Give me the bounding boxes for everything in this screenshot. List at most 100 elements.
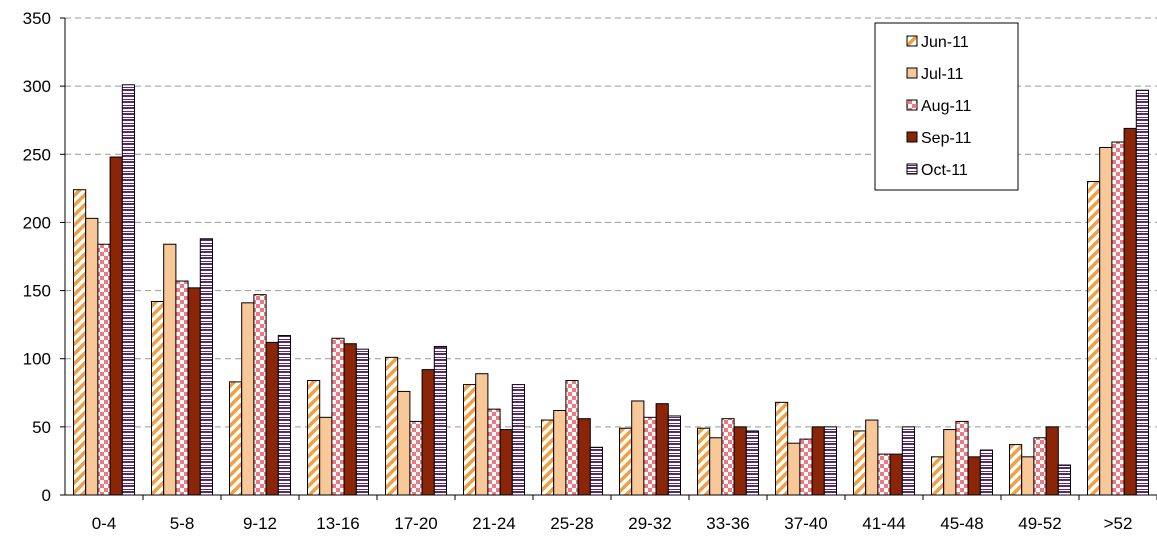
bar-oct-11 [823,426,837,496]
bar-sep-11 [421,369,435,496]
bar-jun-11 [307,380,321,496]
bar-sep-11 [1045,426,1059,496]
bar-oct-11 [511,384,525,496]
bar-jun-11 [385,356,399,496]
bar-sep-11 [967,456,981,496]
bars [73,84,1150,496]
legend-box [874,22,1019,191]
x-tick-label: 49-52 [1018,514,1061,533]
bar-jun-11 [619,427,633,496]
bar-sep-11 [265,341,279,496]
bar-jun-11 [73,189,87,496]
bar-oct-11 [277,335,291,496]
x-tick-label: 29-32 [628,514,671,533]
bar-jul-11 [85,217,99,496]
x-tick-label: 0-4 [92,514,117,533]
legend-swatch [906,131,918,143]
bar-jun-11 [697,427,711,496]
bar-oct-11 [121,84,136,496]
bar-jul-11 [397,390,411,496]
bar-aug-11 [409,420,423,496]
bar-oct-11 [979,449,993,496]
bar-aug-11 [1111,141,1125,496]
bar-jul-11 [319,416,333,496]
bar-aug-11 [799,438,813,496]
x-tick-label: 41-44 [862,514,905,533]
bar-aug-11 [331,337,345,496]
bar-oct-11 [1135,89,1150,496]
bar-jul-11 [787,442,801,496]
bar-jun-11 [853,430,867,496]
bar-sep-11 [499,429,513,496]
bar-jul-11 [1099,146,1113,496]
legend-label: Oct-11 [921,162,968,179]
bar-jun-11 [229,381,243,496]
x-tick-label: 5-8 [170,514,195,533]
bar-aug-11 [565,380,579,496]
bar-aug-11 [721,418,735,496]
y-tick-label: 100 [23,350,51,369]
legend-label: Jun-11 [921,34,969,51]
x-tick-label: 9-12 [243,514,277,533]
legend-swatch [906,163,918,175]
legend-label: Sep-11 [921,130,972,147]
bar-jun-11 [1009,444,1023,496]
bar-aug-11 [643,416,657,496]
legend-swatch [906,99,918,111]
bar-oct-11 [589,446,603,496]
bar-aug-11 [487,408,501,496]
bar-oct-11 [355,348,369,496]
bar-jun-11 [775,401,789,496]
bar-oct-11 [433,345,447,496]
bar-jun-11 [1087,181,1101,496]
bar-jul-11 [1021,456,1035,496]
y-tick-label: 300 [23,77,51,96]
x-tick-label: 13-16 [316,514,359,533]
bar-sep-11 [655,403,669,496]
bar-oct-11 [1057,464,1072,496]
bar-jul-11 [241,302,255,496]
bar-jun-11 [151,300,165,496]
bar-aug-11 [955,420,969,496]
y-tick-label: 350 [23,9,51,28]
bar-sep-11 [577,418,591,496]
y-tick-label: 150 [23,282,51,301]
y-tick-label: 50 [32,418,51,437]
x-tick-label: 45-48 [940,514,983,533]
bar-sep-11 [1123,127,1137,496]
bar-jun-11 [541,419,555,496]
bar-aug-11 [97,243,111,496]
legend: Jun-11 Jul-11 Aug-11 Sep-11 Oct-11 [874,22,1019,191]
bar-jul-11 [709,437,723,496]
bar-jul-11 [163,243,177,496]
bar-aug-11 [175,280,189,496]
legend-label: Jul-11 [921,66,963,83]
bar-jul-11 [475,373,489,496]
bar-oct-11 [667,415,681,496]
x-tick-label: 37-40 [784,514,827,533]
bar-jul-11 [553,410,567,496]
y-tick-label: 200 [23,213,51,232]
bar-sep-11 [733,426,747,496]
bar-aug-11 [253,294,267,496]
bar-sep-11 [187,287,201,496]
bar-jun-11 [931,456,945,496]
x-tick-label: 21-24 [472,514,515,533]
bar-sep-11 [889,453,903,496]
y-tick-label: 0 [42,486,51,505]
x-tick-label: 33-36 [706,514,749,533]
x-tick-label: 25-28 [550,514,593,533]
bar-oct-11 [199,238,214,496]
bar-jul-11 [943,429,957,496]
legend-swatch [906,35,918,47]
bar-aug-11 [1033,437,1047,496]
bar-oct-11 [901,426,915,496]
bar-jul-11 [865,419,879,496]
bar-oct-11 [745,430,759,496]
bar-sep-11 [811,426,825,496]
y-tick-label: 250 [23,145,51,164]
legend-swatch [906,67,918,79]
bar-sep-11 [343,343,357,496]
bar-aug-11 [877,453,891,496]
